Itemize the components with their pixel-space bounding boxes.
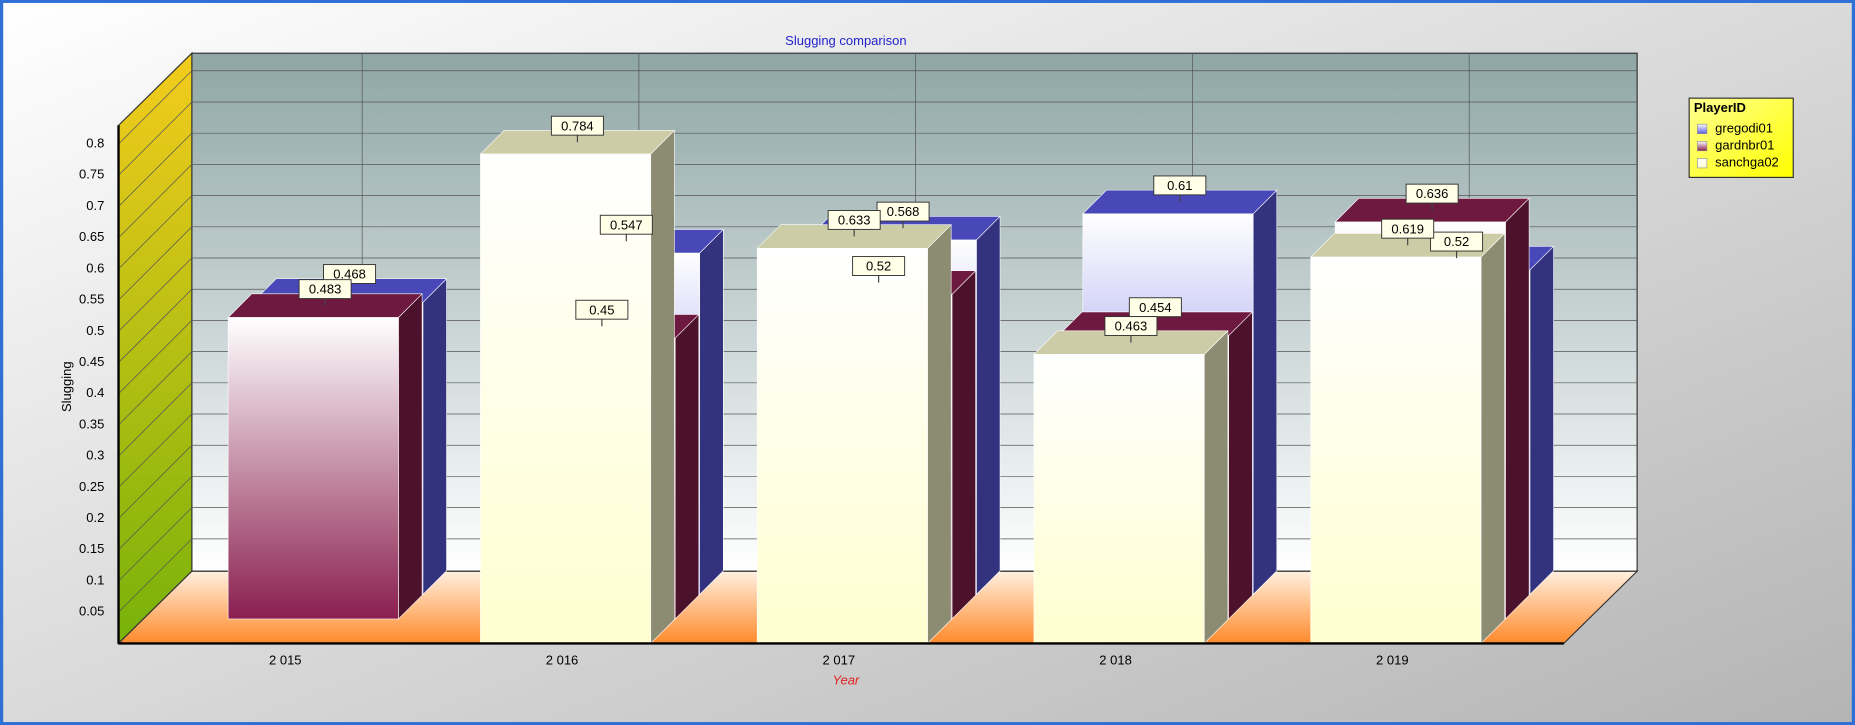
grid-line (118, 382, 193, 457)
label-box (1430, 231, 1484, 252)
y-tick-label: 0.25 (79, 479, 104, 494)
y-tick-label: 0.7 (86, 198, 104, 213)
label-box (599, 214, 653, 235)
x-tick-label: 2 017 (823, 653, 856, 668)
y-tick-label: 0.15 (79, 541, 104, 556)
x-axis-title: Year (833, 673, 860, 688)
bar-face (1033, 354, 1205, 644)
grid-line (118, 70, 193, 145)
bar (756, 223, 952, 645)
data-label: 0.454 (1139, 300, 1172, 315)
grid-line (118, 288, 193, 363)
grid-line (118, 132, 193, 207)
label-box (852, 256, 906, 276)
label-box (1153, 175, 1207, 196)
data-label: 0.52 (866, 259, 891, 274)
bar (1309, 232, 1506, 645)
bar (227, 293, 423, 620)
grid-line (118, 101, 193, 176)
bar-side (976, 215, 1001, 596)
data-label: 0.468 (333, 267, 366, 282)
chart-title: Slugging comparison (785, 33, 906, 48)
data-label: 0.636 (1416, 186, 1449, 201)
grid-line (118, 320, 193, 394)
bar-face (1310, 256, 1482, 644)
grid-line (118, 538, 193, 613)
grid-line (118, 444, 193, 519)
y-tick-label: 0.8 (86, 136, 104, 151)
label-box (1405, 183, 1459, 204)
data-label: 0.463 (1115, 319, 1148, 334)
grid-line (118, 413, 193, 488)
data-label: 0.45 (589, 302, 614, 317)
legend-swatch (1697, 141, 1708, 152)
grid-line (118, 226, 193, 301)
legend-title: PlayerID (1694, 100, 1746, 115)
bar-side (1203, 330, 1229, 645)
legend-swatch (1697, 158, 1708, 169)
label-box (827, 210, 881, 230)
y-tick-label: 0.1 (86, 572, 104, 587)
y-tick-label: 0.05 (79, 604, 104, 619)
x-tick-label: 2 016 (546, 653, 579, 668)
bar-side (650, 129, 675, 645)
bar-side (699, 228, 724, 596)
y-tick-label: 0.35 (79, 416, 104, 431)
y-tick-label: 0.5 (86, 323, 104, 338)
y-tick-label: 0.6 (86, 260, 104, 275)
label-box (298, 279, 352, 300)
label-box (575, 299, 629, 320)
y-tick-label: 0.2 (86, 510, 104, 525)
legend-label: gardnbr01 (1715, 138, 1774, 153)
grid-line (118, 164, 193, 238)
grid-line (118, 257, 193, 332)
bar-side (951, 270, 976, 620)
grid-line (118, 476, 193, 551)
bar-side (398, 293, 423, 620)
grid-line (118, 507, 193, 582)
bar-side (927, 223, 952, 645)
data-label: 0.547 (610, 217, 643, 232)
legend-label: sanchga02 (1715, 155, 1779, 170)
y-tick-label: 0.65 (79, 229, 104, 244)
data-label: 0.619 (1391, 221, 1424, 236)
bar-face (756, 248, 928, 644)
legend-label: gregodi01 (1715, 120, 1773, 135)
grid-line (118, 195, 193, 270)
bar-side (1529, 245, 1554, 596)
y-tick-label: 0.4 (86, 385, 104, 400)
bar-face (227, 317, 399, 620)
bar-side (1480, 232, 1505, 645)
bar (479, 129, 676, 645)
legend-swatch (1697, 123, 1708, 134)
data-label: 0.52 (1444, 234, 1469, 249)
y-axis-title: Slugging (59, 361, 74, 412)
data-label: 0.568 (887, 204, 920, 219)
grid-line (118, 351, 193, 426)
y-tick-label: 0.75 (79, 167, 104, 182)
bar-side (422, 278, 447, 596)
legend: PlayerID gregodi01 gardnbr01 sanchga02 (1688, 97, 1794, 178)
y-tick-label: 0.3 (86, 448, 104, 463)
data-label: 0.483 (309, 282, 342, 297)
bar (1033, 330, 1229, 645)
data-label: 0.61 (1167, 178, 1192, 193)
label-box (1104, 316, 1158, 336)
bar-side (674, 313, 700, 620)
label-box (550, 115, 604, 136)
x-tick-label: 2 015 (269, 653, 302, 668)
data-label: 0.633 (838, 213, 871, 228)
label-box (1381, 218, 1435, 239)
y-tick-label: 0.45 (79, 354, 104, 369)
bar-side (1505, 197, 1530, 620)
bar-face (480, 153, 652, 644)
data-label: 0.784 (561, 118, 594, 133)
left-wall (117, 51, 193, 645)
x-tick-label: 2 018 (1099, 653, 1132, 668)
y-tick-label: 0.55 (79, 292, 104, 307)
bar-side (1252, 189, 1278, 596)
x-tick-label: 2 019 (1376, 653, 1409, 668)
bar-side (1228, 311, 1253, 620)
